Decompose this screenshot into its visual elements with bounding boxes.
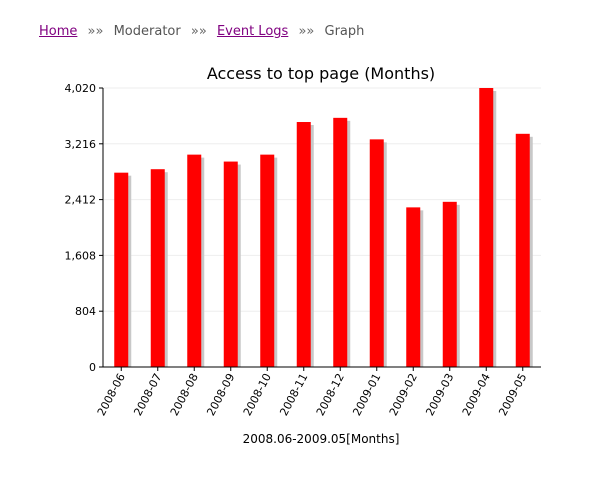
bar bbox=[187, 154, 202, 367]
bar bbox=[369, 139, 384, 367]
x-tick-label: 2008-10 bbox=[241, 371, 274, 418]
breadcrumb-home-link[interactable]: Home bbox=[39, 24, 78, 39]
breadcrumb-separator: »» bbox=[87, 24, 104, 39]
x-tick-label: 2008-07 bbox=[131, 371, 164, 418]
x-tick-label: 2009-03 bbox=[423, 371, 456, 418]
chart-title: Access to top page (Months) bbox=[207, 64, 435, 83]
grid-lines bbox=[103, 87, 541, 312]
y-tick-label: 1,608 bbox=[65, 249, 97, 262]
bar bbox=[515, 133, 530, 367]
axes bbox=[102, 88, 541, 368]
x-tick-label: 2008-12 bbox=[314, 371, 347, 418]
bar bbox=[333, 117, 348, 367]
x-tick-label: 2009-04 bbox=[460, 371, 493, 418]
y-tick-label: 0 bbox=[89, 361, 96, 374]
breadcrumb: Home »» Moderator »» Event Logs »» Graph bbox=[39, 24, 364, 39]
bar bbox=[223, 161, 238, 367]
y-tick-label: 804 bbox=[75, 305, 96, 318]
x-axis-label: 2008.06-2009.05[Months] bbox=[243, 432, 400, 446]
bar bbox=[479, 88, 494, 367]
x-tick-label: 2009-05 bbox=[496, 371, 529, 418]
bar bbox=[296, 122, 311, 367]
bar bbox=[114, 172, 129, 367]
breadcrumb-separator: »» bbox=[190, 24, 207, 39]
y-axis-ticks: 0 804 1,608 2,412 3,216 4,020 bbox=[65, 82, 103, 374]
bar bbox=[260, 154, 275, 367]
x-tick-label: 2009-01 bbox=[350, 371, 383, 418]
x-tick-label: 2008-06 bbox=[95, 371, 128, 418]
bars bbox=[114, 88, 533, 367]
bar bbox=[442, 201, 457, 367]
bar bbox=[406, 207, 421, 367]
x-axis-ticks: 2008-06 2008-07 2008-08 2008-09 2008-10 2008-… bbox=[95, 367, 529, 418]
x-tick-label: 2008-08 bbox=[168, 371, 201, 418]
x-tick-label: 2009-02 bbox=[387, 371, 420, 418]
breadcrumb-event-logs-link[interactable]: Event Logs bbox=[216, 24, 289, 39]
bar bbox=[150, 169, 165, 367]
x-tick-label: 2008-11 bbox=[277, 371, 310, 418]
y-tick-label: 4,020 bbox=[65, 82, 97, 95]
breadcrumb-moderator: Moderator bbox=[113, 24, 181, 39]
breadcrumb-graph: Graph bbox=[324, 24, 365, 39]
y-tick-label: 3,216 bbox=[65, 138, 97, 151]
y-tick-label: 2,412 bbox=[65, 194, 97, 207]
x-tick-label: 2008-09 bbox=[204, 371, 237, 418]
breadcrumb-separator: »» bbox=[298, 24, 315, 39]
